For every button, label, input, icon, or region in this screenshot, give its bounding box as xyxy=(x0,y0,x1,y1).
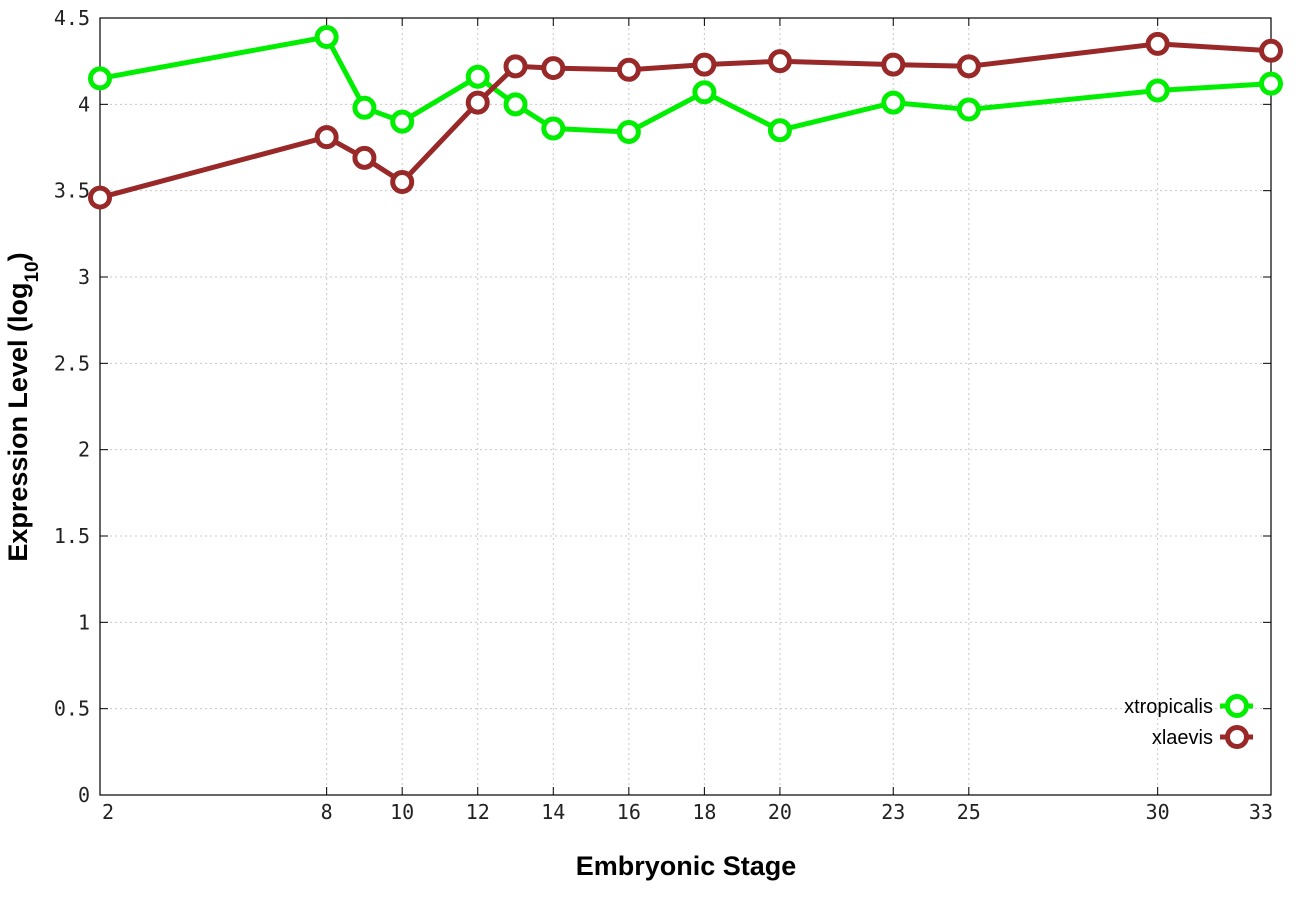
data-point-xtropicalis xyxy=(767,118,792,143)
x-tick-label: 23 xyxy=(881,800,905,824)
y-tick-label: 1 xyxy=(78,610,90,634)
y-axis-title: Expression Level (log10) xyxy=(3,252,43,561)
y-tick-label: 0 xyxy=(78,783,90,807)
series-layer xyxy=(88,24,1283,210)
y-tick-label: 2 xyxy=(78,438,90,462)
data-point-xlaevis xyxy=(616,57,641,82)
data-point-xlaevis xyxy=(314,125,339,150)
legend-entry-xlaevis: xlaevis xyxy=(1152,725,1253,749)
data-point-xtropicalis xyxy=(390,109,415,134)
data-point-xtropicalis xyxy=(314,24,339,49)
x-tick-label: 16 xyxy=(617,800,641,824)
y-tick-label: 2.5 xyxy=(54,351,90,375)
x-tick-label: 25 xyxy=(957,800,981,824)
y-tick-label: 0.5 xyxy=(54,697,90,721)
y-axis-title-paren-open: ( xyxy=(3,323,33,332)
x-tick-label: 2 xyxy=(102,800,114,824)
data-point-xtropicalis xyxy=(881,90,906,115)
data-point-xtropicalis xyxy=(616,119,641,144)
legend-label: xtropicalis xyxy=(1124,696,1213,718)
data-point-xtropicalis xyxy=(541,116,566,141)
series-xlaevis xyxy=(88,31,1283,210)
data-point-xtropicalis xyxy=(1145,78,1170,103)
y-axis-title-main: Expression Level xyxy=(3,340,33,562)
legend-entry-xtropicalis: xtropicalis xyxy=(1124,694,1253,718)
x-tick-label: 20 xyxy=(768,800,792,824)
data-point-xlaevis xyxy=(956,54,981,79)
plot-frame xyxy=(99,17,1272,796)
data-point-xtropicalis xyxy=(1259,71,1283,96)
legend: xtropicalis xlaevis xyxy=(1124,694,1253,749)
data-point-xtropicalis xyxy=(352,95,377,120)
x-tick-label: 14 xyxy=(541,800,565,824)
x-tick-label: 30 xyxy=(1146,800,1170,824)
data-point-xlaevis xyxy=(465,90,490,115)
data-point-xlaevis xyxy=(767,49,792,74)
x-tick-label: 10 xyxy=(390,800,414,824)
y-tick-label: 3 xyxy=(78,265,90,289)
data-point-xlaevis xyxy=(1145,31,1170,56)
legend-swatch-marker xyxy=(1225,694,1249,718)
y-tick-label: 1.5 xyxy=(54,524,90,548)
data-point-xtropicalis xyxy=(503,92,528,117)
data-point-xlaevis xyxy=(88,185,112,210)
x-tick-label: 8 xyxy=(321,800,333,824)
data-point-xtropicalis xyxy=(692,80,717,105)
x-tick-label: 18 xyxy=(692,800,716,824)
y-axis-title-subscript: 10 xyxy=(22,261,43,282)
axis-ticks: 0 0.5 1 1.5 2 2.5 3 3.5 4 4.5 2 8 10 12 14 16 18 20 23 25 30… xyxy=(54,6,1273,824)
x-tick-label: 12 xyxy=(466,800,490,824)
data-point-xlaevis xyxy=(881,52,906,77)
data-point-xtropicalis xyxy=(465,64,490,89)
y-tick-label: 4.5 xyxy=(54,6,90,30)
y-tick-label: 4 xyxy=(78,92,90,116)
y-axis-title-log: log xyxy=(3,283,33,324)
series-xtropicalis xyxy=(88,24,1283,144)
y-tick-label: 3.5 xyxy=(54,179,90,203)
legend-swatch-marker xyxy=(1225,725,1249,749)
data-point-xlaevis xyxy=(541,56,566,81)
data-point-xlaevis xyxy=(390,170,415,195)
y-axis-title-paren-close: ) xyxy=(3,252,33,261)
grid xyxy=(100,18,1271,795)
data-point-xlaevis xyxy=(692,52,717,77)
data-point-xlaevis xyxy=(352,145,377,170)
legend-label: xlaevis xyxy=(1152,727,1213,749)
data-point-xtropicalis xyxy=(956,97,981,122)
data-point-xlaevis xyxy=(503,54,528,79)
data-point-xlaevis xyxy=(1259,38,1283,63)
data-point-xtropicalis xyxy=(88,66,112,91)
x-tick-label: 33 xyxy=(1249,800,1273,824)
x-axis-title: Embryonic Stage xyxy=(576,851,797,881)
